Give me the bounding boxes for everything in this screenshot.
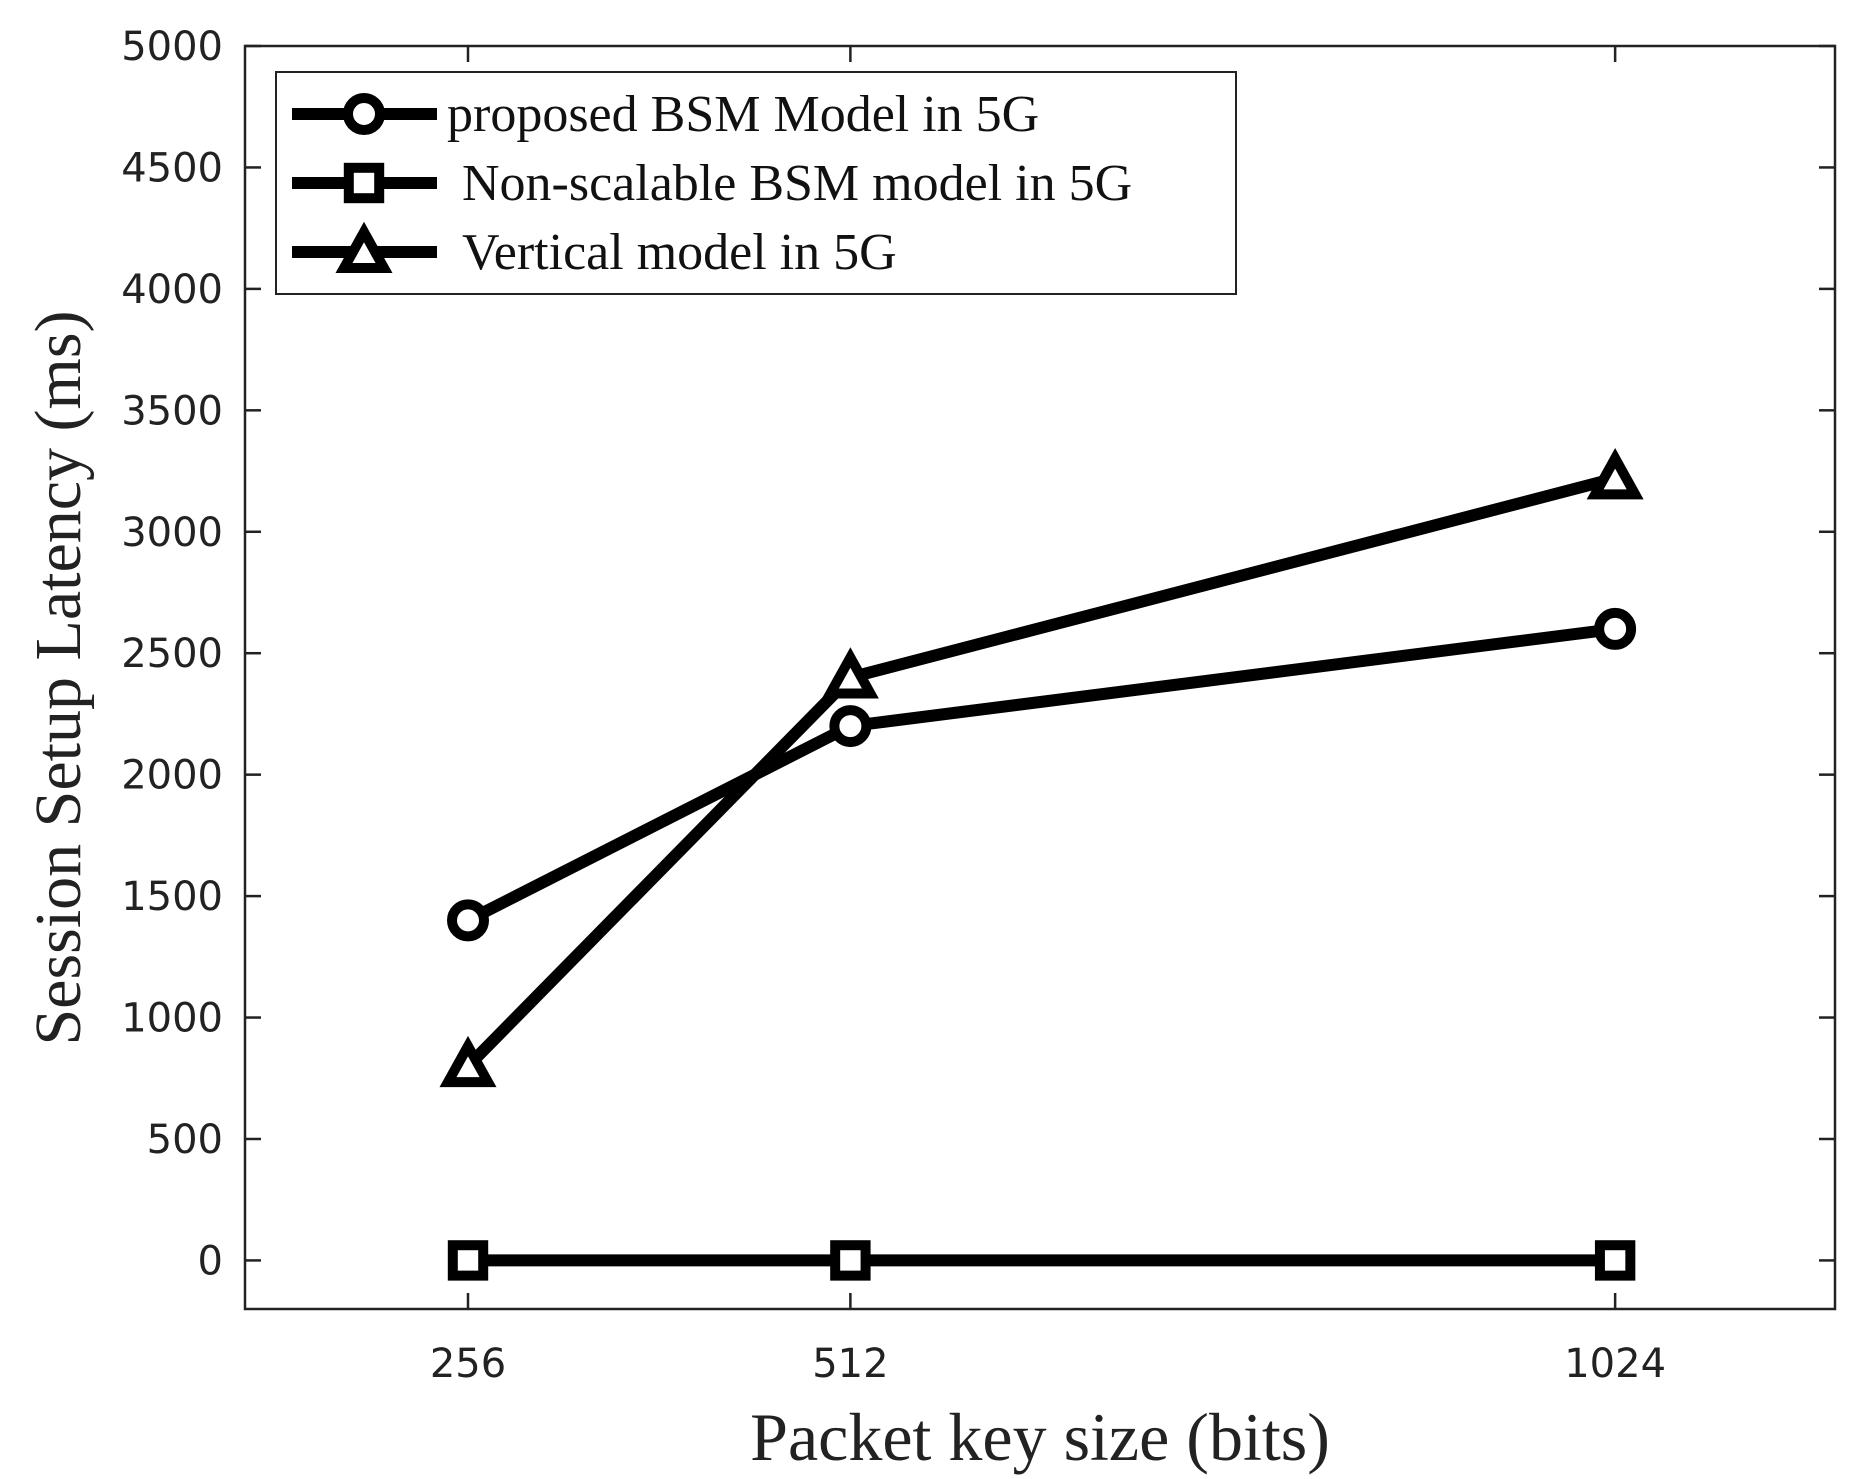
data-point-triangle-marker [439, 1035, 497, 1088]
y-tick-label: 0 [198, 1238, 223, 1284]
y-tick-label: 4000 [121, 267, 223, 313]
y-tick-label: 4500 [121, 145, 223, 191]
y-tick-label: 5000 [121, 24, 223, 70]
legend-circle-marker [343, 93, 385, 135]
y-tick-label: 1000 [121, 996, 223, 1042]
legend-triangle-marker [335, 221, 393, 273]
legend-square-marker [343, 162, 385, 204]
x-tick-label: 1024 [1564, 1341, 1666, 1387]
series-layer [439, 448, 1644, 1281]
y-tick-label: 3500 [121, 388, 223, 434]
y-tick-label: 2500 [121, 631, 223, 677]
data-point-circle-marker [1594, 607, 1637, 650]
series-triangle [439, 448, 1644, 1088]
data-point-circle-marker [829, 705, 872, 748]
legend: proposed BSM Model in 5G Non-scalable BSM… [275, 71, 1237, 295]
plot-frame [243, 44, 1837, 1311]
legend-entry-circle: proposed BSM Model in 5G [292, 86, 1039, 143]
data-point-square-marker [1594, 1240, 1636, 1281]
data-point-triangle-marker [821, 647, 879, 699]
series-square [447, 1240, 1636, 1281]
legend-label: proposed BSM Model in 5G [447, 86, 1039, 143]
data-point-square-marker [447, 1240, 489, 1281]
legend-entry-triangle: Vertical model in 5G [292, 221, 897, 281]
legend-label: Vertical model in 5G [462, 224, 897, 281]
x-axis-title: Packet key size (bits) [750, 1399, 1330, 1475]
data-point-square-marker [830, 1240, 871, 1281]
legend-label: Non-scalable BSM model in 5G [462, 155, 1132, 212]
legend-entry-square: Non-scalable BSM model in 5G [292, 155, 1132, 212]
y-tick-label: 1500 [121, 874, 223, 920]
ticks-layer: 0 500 1000 1500 2000 2500 3000 3500 4000 4500 5000… [121, 24, 1835, 1387]
series-circle [447, 607, 1637, 942]
y-axis-title: Session Setup Latency (ms) [22, 310, 95, 1045]
y-tick-label: 500 [147, 1117, 223, 1163]
x-tick-label: 512 [812, 1341, 888, 1387]
y-tick-label: 3000 [121, 510, 223, 556]
data-point-circle-marker [447, 899, 490, 942]
data-point-triangle-marker [1586, 448, 1644, 500]
y-tick-label: 2000 [121, 753, 223, 799]
x-tick-label: 256 [430, 1341, 506, 1387]
